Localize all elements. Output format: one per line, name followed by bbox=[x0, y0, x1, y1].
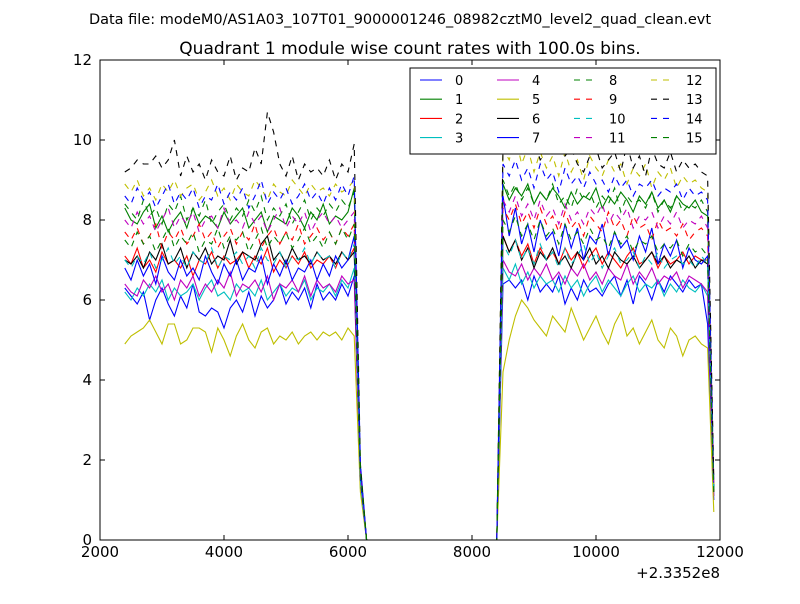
chart-title: Quadrant 1 module wise count rates with … bbox=[179, 39, 640, 59]
x-tick-label: 12000 bbox=[696, 543, 744, 561]
y-tick-label: 4 bbox=[82, 371, 92, 389]
legend-label-4: 4 bbox=[532, 74, 540, 89]
x-tick-label: 8000 bbox=[453, 543, 491, 561]
figure-suptitle: Data file: modeM0/AS1A03_107T01_90000012… bbox=[89, 12, 711, 28]
legend-label-8: 8 bbox=[609, 74, 617, 89]
legend-label-3: 3 bbox=[455, 132, 463, 147]
series-line-11 bbox=[124, 194, 715, 541]
y-tick-label: 2 bbox=[82, 451, 92, 469]
series-line-13 bbox=[124, 111, 715, 541]
series-line-4 bbox=[124, 259, 715, 541]
series-line-12 bbox=[124, 135, 715, 541]
y-tick-label: 8 bbox=[82, 211, 92, 229]
series-line-3 bbox=[124, 262, 715, 541]
x-tick-label: 4000 bbox=[205, 543, 243, 561]
legend-label-5: 5 bbox=[532, 93, 540, 108]
legend-label-11: 11 bbox=[609, 132, 626, 147]
legend-box bbox=[409, 67, 717, 155]
y-tick-label: 10 bbox=[73, 131, 92, 149]
x-tick-label: 10000 bbox=[572, 543, 620, 561]
series-layer bbox=[124, 111, 715, 541]
legend-label-13: 13 bbox=[686, 93, 703, 108]
legend-label-6: 6 bbox=[532, 112, 540, 127]
series-line-14 bbox=[124, 158, 715, 541]
legend-label-9: 9 bbox=[609, 93, 617, 108]
legend-label-0: 0 bbox=[455, 74, 463, 89]
legend-label-2: 2 bbox=[455, 112, 463, 127]
legend-label-12: 12 bbox=[686, 74, 703, 89]
x-tick-label: 2000 bbox=[81, 543, 119, 561]
series-line-2 bbox=[124, 235, 715, 541]
series-line-7 bbox=[124, 195, 715, 541]
x-axis: 2000 4000 6000 8000 10000 12000 bbox=[81, 60, 744, 561]
y-tick-label: 0 bbox=[82, 531, 92, 549]
legend-label-15: 15 bbox=[686, 132, 703, 147]
x-tick-label: 6000 bbox=[329, 543, 367, 561]
series-line-15 bbox=[124, 214, 715, 541]
y-tick-label: 6 bbox=[82, 291, 92, 309]
legend-label-14: 14 bbox=[686, 112, 703, 127]
series-line-5 bbox=[124, 298, 715, 541]
series-line-8 bbox=[124, 179, 715, 541]
legend-label-10: 10 bbox=[609, 112, 626, 127]
legend-label-1: 1 bbox=[455, 93, 463, 108]
series-line-6 bbox=[124, 234, 715, 541]
legend-label-7: 7 bbox=[532, 132, 540, 147]
series-line-0 bbox=[124, 274, 715, 541]
x-axis-offset-label: +2.3352e8 bbox=[636, 564, 720, 582]
series-line-9 bbox=[124, 202, 715, 541]
y-tick-label: 12 bbox=[73, 51, 92, 69]
